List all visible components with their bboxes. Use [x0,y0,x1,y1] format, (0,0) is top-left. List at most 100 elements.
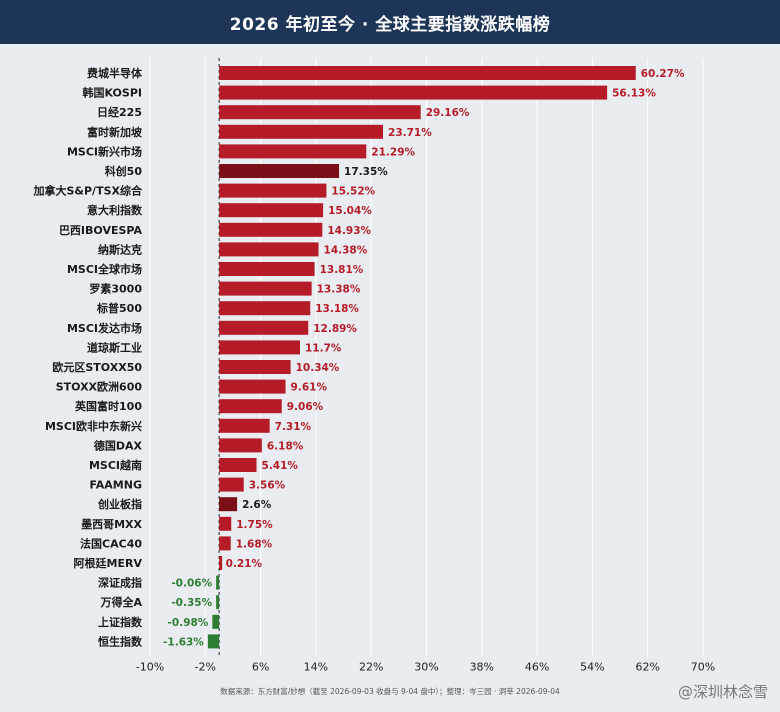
bar [219,222,323,237]
x-tick-label: 46% [525,660,549,673]
value-label: 29.16% [426,107,470,119]
bar [219,105,421,120]
value-label: -0.35% [171,597,212,609]
category-label: 欧元区STOXX50 [52,360,142,374]
category-label: 创业板指 [97,497,142,511]
x-tick-label: 22% [359,660,383,673]
bar [219,320,309,335]
bar [219,164,340,178]
category-label: 万得全A [99,595,142,609]
category-label: MSCI新兴市场 [67,144,142,158]
category-label: MSCI欧非中东新兴 [45,419,142,433]
value-label: 15.52% [331,186,375,198]
category-label: 上证指数 [98,615,143,629]
value-label: 12.89% [313,323,357,335]
value-label: 21.29% [371,146,415,158]
category-label: 科创50 [105,164,143,178]
bar [219,340,301,355]
value-label: 3.56% [249,480,286,492]
bar [219,242,319,257]
category-label: 阿根廷MERV [74,556,143,570]
category-label: 道琼斯工业 [87,340,142,354]
bar [216,575,220,590]
category-label: MSCI发达市场 [67,321,142,335]
value-label: 1.68% [236,538,273,550]
bar [219,418,270,433]
bar [207,634,220,649]
bar [219,144,367,159]
value-label: -0.06% [171,578,212,590]
category-label: 意大利指数 [87,203,143,217]
bar [219,399,282,414]
value-label: 60.27% [641,68,685,80]
category-label: 深证成指 [98,576,142,590]
bar-chart: -10% -2% 6% 14% 22% 30% 38% 46% 54% 62% 70% 费城半导体 60… [32,58,715,673]
value-label: 23.71% [388,127,432,139]
value-label: 2.6% [242,499,272,511]
bar [219,262,315,276]
bar [219,556,223,570]
category-label: 日经225 [97,105,142,119]
value-label: -1.63% [163,636,204,648]
category-label: FAAMNG [90,479,142,492]
value-label: 13.18% [315,303,359,315]
x-tick-label: -10% [136,660,164,673]
value-label: 56.13% [612,88,656,100]
source-note: 数据来源：东方财富/妙想（截至 2026-09-03 收盘与 9-04 盘中）；… [220,687,560,696]
bar [219,281,312,296]
value-label: 13.81% [320,264,364,276]
bar [219,203,324,218]
value-label: 9.61% [291,382,328,394]
x-tick-label: 30% [414,660,438,673]
category-label: 恒生指数 [98,634,143,648]
category-label: 富时新加坡 [87,125,143,139]
bar [219,477,244,492]
value-label: 7.31% [275,421,312,433]
category-label: 纳斯达克 [98,242,142,256]
chart-title: 2026 年初至今 · 全球主要指数涨跌幅榜 [229,14,551,35]
x-tick-label: 62% [635,660,659,673]
value-label: 14.93% [327,225,371,237]
bar [219,497,238,512]
bar [212,614,220,629]
watermark: @深圳林念雪 [677,683,768,701]
category-label: MSCI全球市场 [67,262,142,276]
x-tick-label: 6% [252,660,269,673]
value-label: 13.38% [317,284,361,296]
value-label: 11.7% [305,342,342,354]
x-tick-label: -2% [195,660,216,673]
bar [219,458,257,472]
bar [219,438,262,453]
bar [219,379,286,394]
category-label: 巴西IBOVESPA [59,224,143,237]
bar [219,183,327,198]
category-label: 费城半导体 [87,66,143,80]
value-label: 10.34% [296,362,340,374]
value-label: 9.06% [287,401,324,413]
bar [219,66,636,80]
bar [219,360,291,374]
bar [219,516,232,531]
category-label: MSCI越南 [89,458,142,472]
x-tick-label: 54% [580,660,604,673]
value-label: 17.35% [344,166,388,178]
category-label: 罗素3000 [89,282,142,296]
category-label: 加拿大S&P/TSX综合 [32,184,143,198]
bar [219,301,311,316]
x-tick-label: 70% [691,660,715,673]
category-label: STOXX欧洲600 [56,380,143,394]
bar [219,536,231,551]
bar [216,595,220,610]
chart-header: 2026 年初至今 · 全球主要指数涨跌幅榜 [0,0,780,44]
value-label: -0.98% [168,617,209,629]
bar [219,124,384,139]
category-label: 韩国KOSPI [83,86,142,100]
category-label: 德国DAX [93,438,143,452]
value-label: 14.38% [324,244,368,256]
value-label: 6.18% [267,440,304,452]
bar [219,85,608,100]
category-label: 英国富时100 [74,399,142,413]
category-label: 标普500 [96,301,142,315]
value-label: 0.21% [226,558,263,570]
x-tick-label: 38% [470,660,494,673]
